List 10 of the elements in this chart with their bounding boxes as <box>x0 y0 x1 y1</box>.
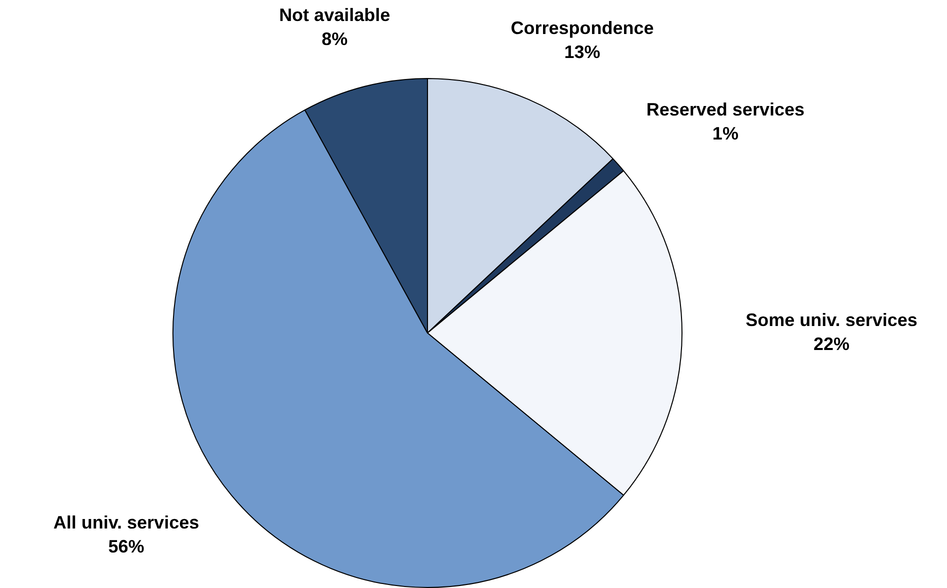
slice-label: Not available <box>279 4 390 25</box>
slice-label: Some univ. services <box>746 310 918 330</box>
data-label: 13% <box>564 42 600 62</box>
slice-label: Correspondence <box>510 18 654 38</box>
slice-label: All univ. services <box>53 512 200 533</box>
data-label: 8% <box>322 28 348 49</box>
slice-label: Reserved services <box>646 100 804 120</box>
data-label: 56% <box>108 536 144 557</box>
data-label: 22% <box>813 334 850 354</box>
data-label: 1% <box>712 124 738 144</box>
